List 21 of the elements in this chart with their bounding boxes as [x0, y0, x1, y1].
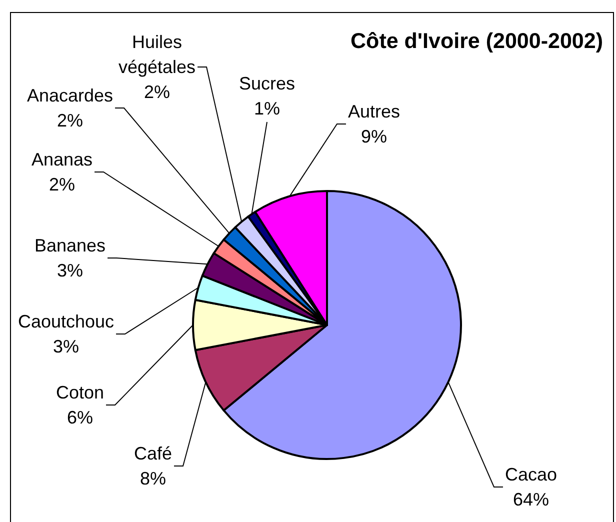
data-label: 8%: [140, 468, 166, 488]
slice-label: Ananas: [31, 150, 93, 170]
data-label: 9%: [360, 126, 388, 146]
data-label: 1%: [254, 98, 280, 118]
data-label: 3%: [52, 336, 80, 356]
chart-title: Côte d'Ivoire (2000-2002): [350, 29, 603, 53]
slice-label: Cacao: [504, 464, 558, 484]
slice-label: Caoutchouc: [18, 312, 114, 332]
slice-label: Sucres: [238, 74, 296, 94]
data-label: 3%: [56, 260, 84, 280]
data-label: 64%: [512, 490, 550, 510]
slice-label: Autres: [348, 102, 400, 122]
slice-label: Bananes: [34, 236, 106, 256]
slice-label: Huiles végétales: [118, 32, 196, 77]
slice-label: Anacardes: [26, 86, 114, 106]
data-label: 2%: [144, 82, 170, 102]
slice-label: Coton: [56, 382, 104, 402]
data-label: 2%: [48, 174, 76, 194]
data-label: 2%: [56, 110, 84, 130]
data-label: 6%: [66, 408, 94, 428]
slice-label: Café: [134, 444, 172, 464]
